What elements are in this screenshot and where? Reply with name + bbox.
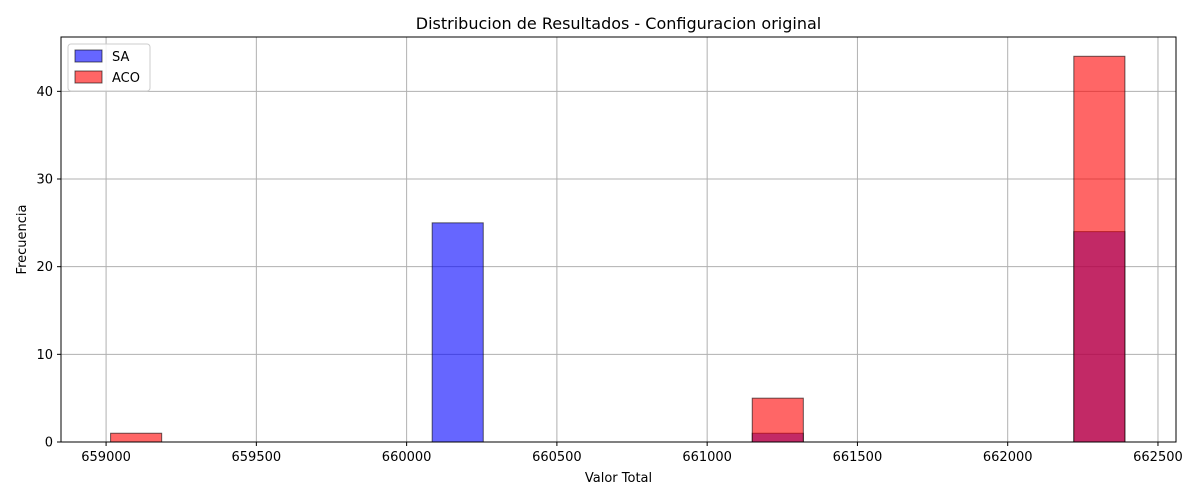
plot-frame	[60, 36, 1177, 443]
legend-label-aco: ACO	[112, 71, 140, 86]
y-axis-title: Frecuencia	[15, 205, 30, 275]
bars-layer	[110, 55, 1126, 443]
x-tick-label: 661000	[682, 450, 732, 465]
x-tick-label: 660000	[382, 450, 432, 465]
legend-swatch-sa	[74, 49, 103, 63]
grid-layer	[61, 37, 1176, 443]
y-tick-label: 30	[36, 173, 53, 188]
y-tick-label: 10	[36, 348, 53, 363]
legend-swatch-aco	[74, 70, 103, 84]
y-tick-label: 0	[45, 436, 53, 451]
x-tick-label: 659500	[232, 450, 282, 465]
y-tick-label: 20	[36, 260, 53, 275]
legend: SA ACO	[67, 43, 151, 92]
x-tick-label: 662000	[983, 450, 1033, 465]
bar-aco-2	[1073, 55, 1126, 443]
x-axis-title: Valor Total	[585, 471, 652, 486]
y-tick-label: 40	[36, 85, 53, 100]
bar-aco-1	[751, 397, 804, 443]
bar-aco-0	[110, 432, 163, 443]
legend-label-sa: SA	[112, 50, 129, 65]
ticks-layer: 659000 659500 660000 660500 661000 661500 6620…	[36, 85, 1182, 465]
x-tick-label: 659000	[81, 450, 131, 465]
x-tick-label: 662500	[1133, 450, 1183, 465]
x-tick-label: 660500	[532, 450, 582, 465]
chart-title: Distribucion de Resultados - Configuraci…	[416, 14, 821, 33]
x-tick-label: 661500	[833, 450, 883, 465]
bar-sa-0	[431, 222, 484, 443]
